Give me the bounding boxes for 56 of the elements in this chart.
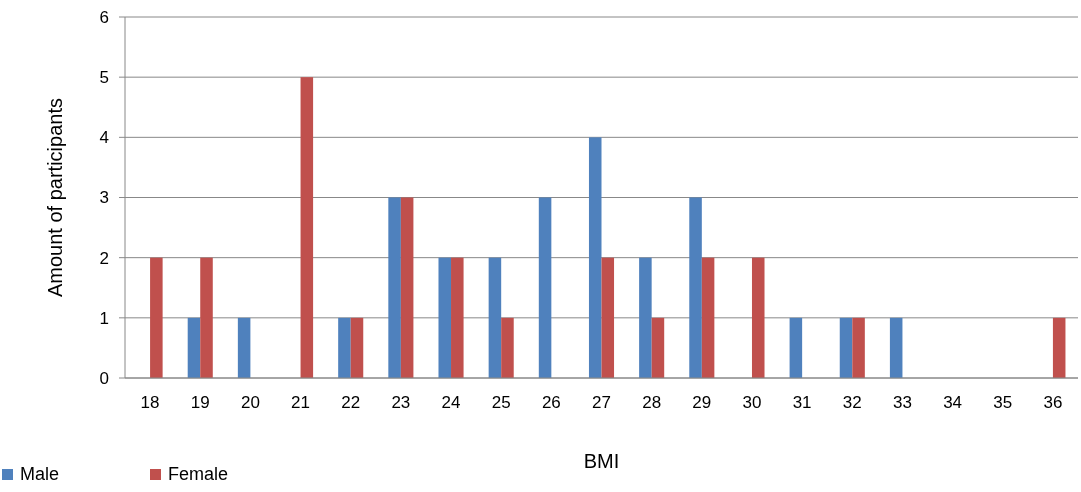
bar: [701, 257, 715, 378]
y-tick-label: 0: [99, 368, 109, 388]
bar: [889, 317, 903, 378]
x-tick-label: 30: [742, 392, 762, 412]
y-tick-label: 5: [99, 68, 109, 88]
bar: [350, 317, 364, 378]
x-tick-label: 29: [692, 392, 712, 412]
bar: [588, 137, 602, 378]
bar: [451, 257, 464, 378]
bar: [651, 317, 665, 378]
bar: [388, 197, 401, 378]
x-tick-label: 23: [391, 392, 411, 412]
bar: [501, 317, 514, 378]
x-tick-label: 32: [842, 392, 862, 412]
x-tick-label: 21: [291, 392, 311, 412]
bar: [150, 257, 163, 378]
y-axis-title: Amount of participants: [44, 98, 66, 297]
bar: [751, 257, 765, 378]
bar: [300, 77, 314, 378]
y-tick-label: 1: [99, 308, 109, 328]
bar: [601, 257, 615, 378]
bar: [338, 317, 351, 378]
bar: [237, 317, 251, 378]
bar: [187, 317, 201, 378]
bar: [538, 197, 552, 378]
x-tick-label: 35: [993, 392, 1013, 412]
x-tick-label: 18: [140, 392, 160, 412]
y-tick-label: 6: [99, 7, 109, 27]
bar: [400, 197, 414, 378]
x-tick-label: 28: [642, 392, 662, 412]
bar: [639, 257, 652, 378]
x-tick-label: 19: [190, 392, 210, 412]
y-tick-label: 3: [99, 188, 109, 208]
bar: [200, 257, 213, 378]
bar: [488, 257, 502, 378]
x-tick-label: 20: [240, 392, 260, 412]
x-tick-label: 33: [892, 392, 912, 412]
x-tick-label: 34: [943, 392, 963, 412]
y-tick-label: 4: [99, 128, 109, 148]
x-tick-label: 36: [1043, 392, 1063, 412]
bar: [1052, 317, 1066, 378]
bar: [689, 197, 702, 378]
x-tick-label: 25: [491, 392, 511, 412]
x-tick-label: 24: [441, 392, 461, 412]
x-tick-label: 26: [541, 392, 561, 412]
x-axis-title: BMI: [583, 450, 620, 472]
x-tick-label: 31: [792, 392, 812, 412]
x-tick-label: 27: [592, 392, 611, 412]
bar: [438, 257, 452, 378]
x-tick-label: 22: [341, 392, 361, 412]
bar: [852, 317, 865, 378]
bar: [789, 317, 803, 378]
legend-label: Male: [20, 464, 60, 485]
y-tick-label: 2: [99, 248, 109, 268]
bar: [839, 317, 853, 378]
legend-label: Female: [168, 464, 229, 485]
